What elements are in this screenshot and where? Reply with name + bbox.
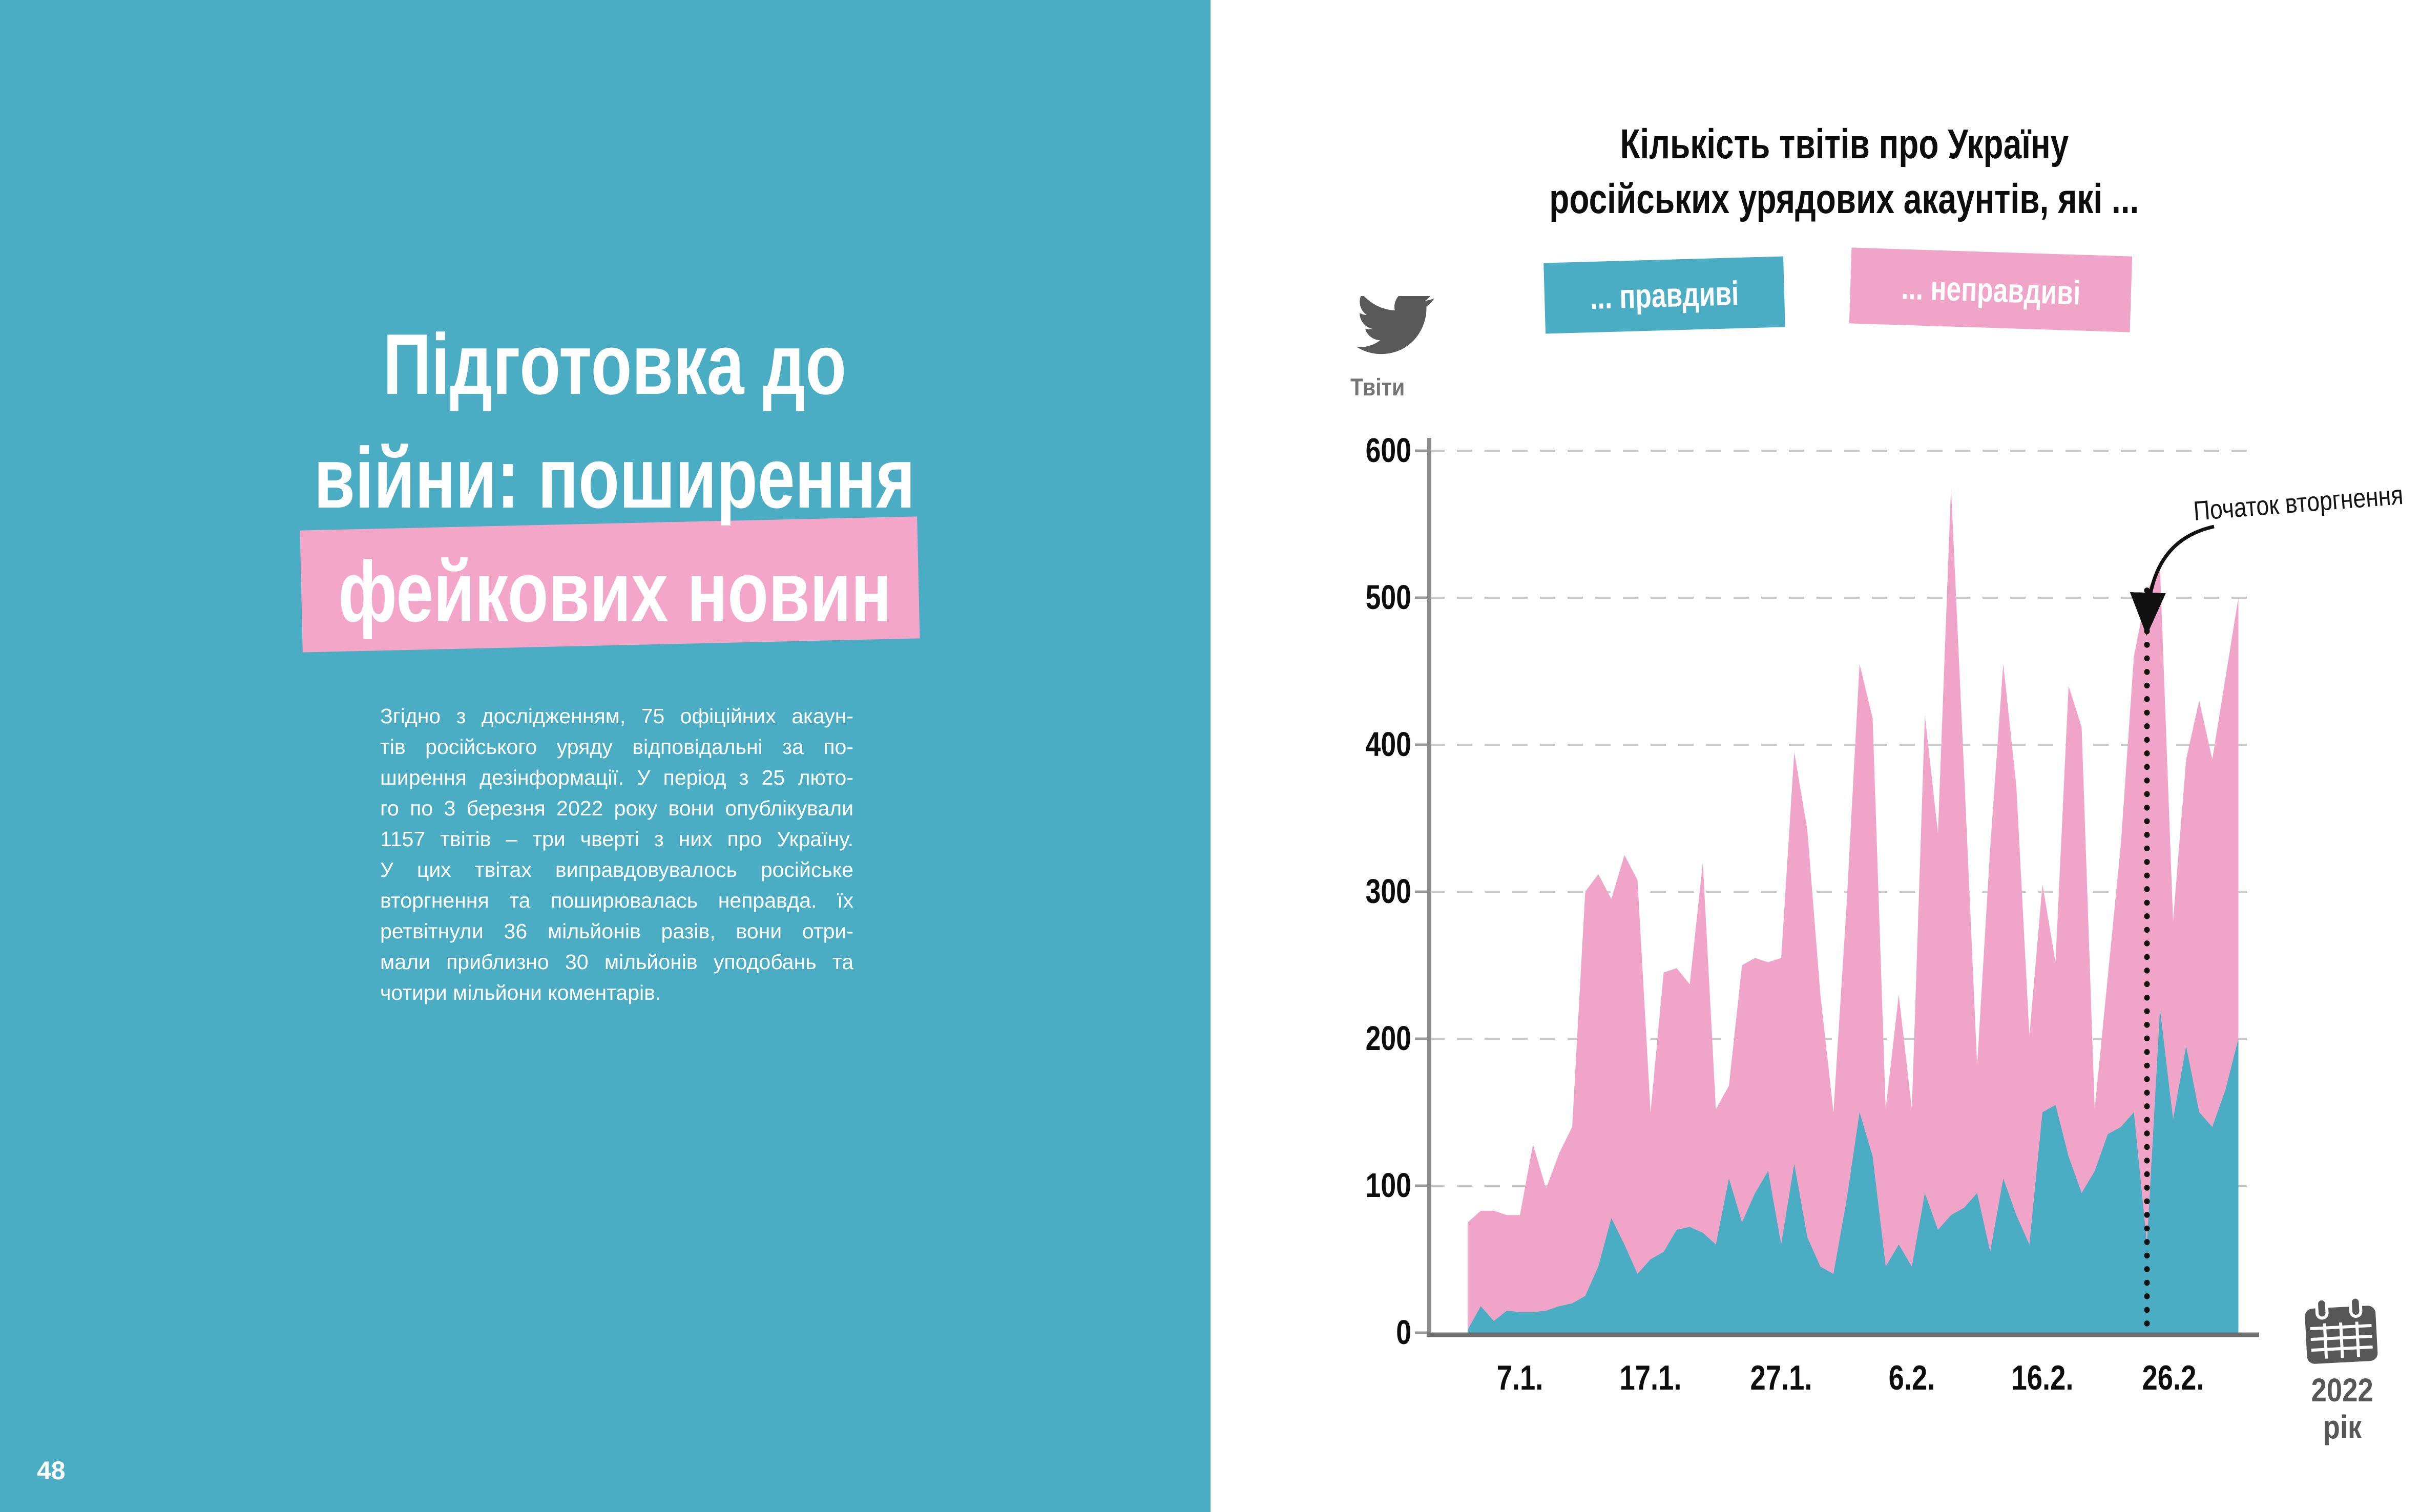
year-label-year: 2022 bbox=[2311, 1372, 2373, 1409]
year-label: 2022 рік bbox=[2281, 1372, 2404, 1445]
year-label-word: рік bbox=[2323, 1409, 2362, 1445]
y-tick-label: 600 bbox=[1365, 431, 1411, 470]
x-tick-label: 6.2. bbox=[1888, 1358, 1935, 1397]
left-page-background: Підготовка до війни: поширення фейкових … bbox=[0, 0, 1211, 1512]
x-tick-label: 16.2. bbox=[2011, 1358, 2074, 1397]
body-text-line: тів російського уряду відповідальні за п… bbox=[380, 735, 853, 759]
body-text-line: го по 3 березня 2022 року вони опублікув… bbox=[380, 796, 853, 820]
y-tick-label: 300 bbox=[1365, 872, 1411, 911]
legend-label-false: ... неправдиві bbox=[1900, 268, 2081, 312]
tweets-area-chart: Початок вторгнення 0 100 200 300 400 500 600 7.… bbox=[1311, 410, 2420, 1460]
page-title-line3-highlighted: фейкових новин bbox=[338, 543, 892, 640]
chart-title-line1: Кількість твітів про Україну bbox=[1620, 121, 2069, 167]
page-title-line2: війни: поширення bbox=[314, 430, 915, 526]
body-text-line: Згідно з дослідженням, 75 офіційних акау… bbox=[380, 704, 853, 728]
body-text-line: У цих твітах виправдовувалось російське bbox=[380, 858, 853, 881]
annotation-arrow bbox=[2130, 524, 2215, 636]
area-true-tweets bbox=[1468, 1009, 2239, 1335]
chart-title-line2: російських урядових акаунтів, які ... bbox=[1549, 176, 2139, 222]
y-tick-label: 200 bbox=[1365, 1019, 1411, 1058]
body-text: Згідно з дослідженням, 75 офіційних акау… bbox=[380, 701, 853, 1008]
y-tick-label: 400 bbox=[1365, 725, 1411, 764]
x-tick-label: 17.1. bbox=[1619, 1358, 1682, 1397]
x-tick-label: 7.1. bbox=[1496, 1358, 1543, 1397]
y-tick-label: 0 bbox=[1396, 1313, 1411, 1352]
chart-canvas bbox=[1415, 438, 2259, 1337]
y-tick-label: 500 bbox=[1365, 578, 1411, 617]
x-tick-label: 26.2. bbox=[2142, 1358, 2204, 1397]
tweets-axis-caption: Твіти bbox=[1350, 373, 1405, 401]
page-title: Підготовка до війни: поширення фейкових … bbox=[143, 307, 1086, 648]
legend-item-true: ... правдиві bbox=[1543, 256, 1785, 334]
x-tick-label: 27.1. bbox=[1750, 1358, 1812, 1397]
legend-label-true: ... правдиві bbox=[1589, 274, 1740, 317]
body-text-line: 1157 твітів – три чверті з них про Украї… bbox=[380, 827, 853, 851]
twitter-icon bbox=[1357, 296, 1434, 354]
body-text-line: мали приблизно 30 мільйонів уподобань та bbox=[380, 950, 853, 974]
legend-item-false: ... неправдиві bbox=[1849, 247, 2133, 332]
calendar-icon bbox=[2305, 1296, 2378, 1364]
body-text-line: ширення дезінформації. У період з 25 лют… bbox=[380, 766, 853, 789]
page-title-line1: Підготовка до bbox=[383, 316, 847, 412]
y-tick-label: 100 bbox=[1365, 1166, 1411, 1205]
chart-title: Кількість твітів про Україну російських … bbox=[1434, 117, 2254, 226]
page-number: 48 bbox=[37, 1456, 66, 1485]
body-text-line: ретвітнули 36 мільйонів разів, вони отри… bbox=[380, 919, 853, 943]
body-text-line: чотири мільйони коментарів. bbox=[380, 981, 661, 1004]
body-text-line: вторгнення та поширювалась неправда. їх bbox=[380, 889, 853, 912]
